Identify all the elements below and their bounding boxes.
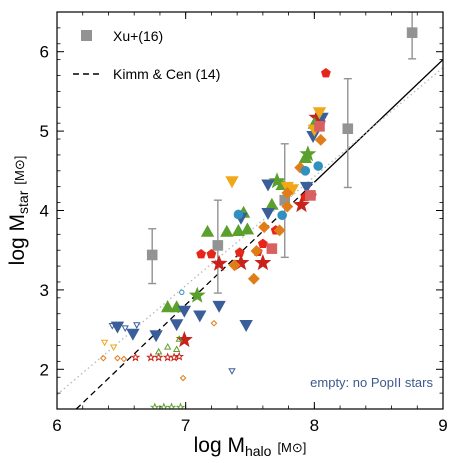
legend: Xu+(16) Kimm & Cen (14) xyxy=(73,28,220,82)
filled-triangle-down-point xyxy=(261,179,275,192)
empty-diamond-point xyxy=(114,354,121,362)
empty-diamond-point xyxy=(179,374,187,382)
filled-triangle-up-point xyxy=(240,222,255,235)
filled-triangle-down-point xyxy=(299,181,314,194)
empty-triangle-up-point xyxy=(172,345,181,353)
filled-triangle-down-point xyxy=(177,305,192,318)
filled-square-point xyxy=(305,190,316,201)
filled-circle-point xyxy=(277,210,287,221)
data-points xyxy=(100,12,418,409)
empty-triangle-down-point xyxy=(228,368,236,375)
filled-diamond-point xyxy=(250,245,263,257)
filled-pentagon-point xyxy=(320,67,331,78)
empty-star-point xyxy=(146,352,156,362)
filled-triangle-up-point xyxy=(160,300,175,313)
empty-triangle-down-point xyxy=(133,322,141,329)
empty-star-point xyxy=(153,352,164,362)
filled-pentagon-point xyxy=(206,248,217,259)
filled-star-point xyxy=(299,145,317,162)
filled-triangle-down-point xyxy=(149,330,163,343)
axis-ticks: 6 7 8 9 2 3 4 5 6 xyxy=(40,11,448,435)
axis-label-unit: [M⊙] xyxy=(277,440,306,455)
filled-star-point xyxy=(175,331,193,348)
axis-label-unit: [M⊙] xyxy=(12,156,27,185)
filled-triangle-down-point xyxy=(193,310,207,323)
filled-star-point xyxy=(210,254,228,271)
filled-diamond-point xyxy=(247,272,260,285)
filled-square-point xyxy=(314,121,325,132)
filled-triangle-up-point xyxy=(220,224,234,237)
filled-triangle-up-point xyxy=(265,197,279,210)
filled-star-point xyxy=(293,196,310,213)
empty-star-point xyxy=(130,352,141,362)
y-axis-label: log Mstar [M⊙] xyxy=(6,156,31,266)
axis-label-subscript: star xyxy=(15,190,31,214)
filled-circle-point xyxy=(233,209,244,220)
annotation-no-popii: empty: no PopII stars xyxy=(310,375,433,390)
filled-triangle-down-point xyxy=(261,208,275,220)
filled-diamond-point xyxy=(314,133,327,146)
filled-triangle-down-point xyxy=(212,300,226,313)
empty-triangle-down-point xyxy=(100,339,109,347)
empty-diamond-point xyxy=(100,354,107,362)
empty-diamond-point xyxy=(210,319,218,327)
filled-diamond-point xyxy=(228,259,241,272)
filled-diamond-point xyxy=(281,187,294,199)
kimm-cen-line-solid xyxy=(313,59,443,183)
empty-triangle-down-point xyxy=(108,323,117,330)
empty-triangle-down-point xyxy=(121,325,129,333)
empty-star-point xyxy=(162,352,173,362)
empty-star-point xyxy=(169,352,179,362)
filled-triangle-up-point xyxy=(200,224,215,237)
filled-triangle-down-point xyxy=(312,107,327,120)
filled-star-point xyxy=(254,254,272,271)
x-tick-label: 9 xyxy=(438,416,447,435)
filled-triangle-down-point xyxy=(169,319,184,332)
x-axis-label: log Mhalo [M⊙] xyxy=(194,434,307,459)
y-tick-label: 5 xyxy=(40,122,49,141)
y-tick-label: 3 xyxy=(40,281,49,300)
axis-label-main: log M xyxy=(194,434,245,457)
filled-star-point xyxy=(268,172,286,189)
y-tick-label: 2 xyxy=(40,360,49,379)
xu16-point xyxy=(406,27,418,38)
x-tick-label: 6 xyxy=(52,416,61,435)
y-tick-label: 6 xyxy=(40,43,49,62)
empty-circle-point xyxy=(179,289,185,295)
filled-triangle-up-point xyxy=(231,224,246,236)
y-tick-label: 4 xyxy=(40,202,49,221)
empty-triangle-down-point xyxy=(109,344,118,352)
filled-triangle-down-point xyxy=(239,319,253,332)
empty-triangle-up-point xyxy=(154,347,163,355)
empty-triangle-up-point xyxy=(163,343,172,350)
xu16-point xyxy=(342,123,354,135)
filled-diamond-point xyxy=(258,221,271,234)
x-tick-label: 8 xyxy=(310,416,319,435)
legend-label-kimm-cen: Kimm & Cen (14) xyxy=(113,66,220,82)
filled-pentagon-point xyxy=(257,238,268,249)
empty-triangle-up-point xyxy=(175,335,183,342)
filled-circle-point xyxy=(300,166,311,176)
filled-circle-point xyxy=(313,161,323,171)
filled-diamond-point xyxy=(281,200,294,213)
filled-triangle-down-point xyxy=(126,328,140,341)
filled-triangle-down-point xyxy=(225,176,239,189)
empty-star-point xyxy=(174,351,185,361)
filled-pentagon-point xyxy=(234,247,245,257)
legend-label-xu16: Xu+(16) xyxy=(113,28,163,44)
x-tick-label: 7 xyxy=(181,416,190,435)
filled-diamond-point xyxy=(273,224,286,237)
axis-label-main: log M xyxy=(6,214,29,265)
legend-marker-square xyxy=(81,30,92,41)
xu16-point xyxy=(146,249,158,261)
empty-diamond-point xyxy=(120,355,128,363)
filled-square-point xyxy=(266,243,278,254)
axis-label-subscript: halo xyxy=(245,443,272,459)
filled-pentagon-point xyxy=(196,248,207,259)
xu16-point xyxy=(212,240,224,251)
filled-star-point xyxy=(188,286,206,303)
